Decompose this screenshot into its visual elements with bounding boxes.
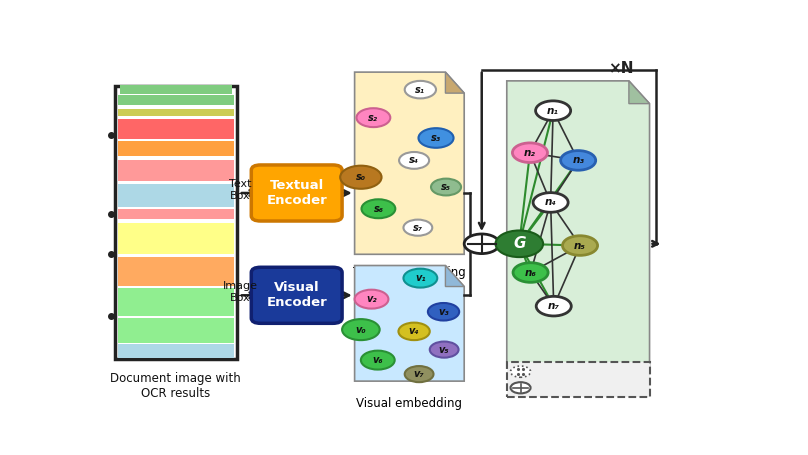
Circle shape (403, 268, 437, 288)
FancyBboxPatch shape (251, 267, 342, 324)
Text: v₆: v₆ (372, 355, 383, 365)
Text: ×N: ×N (608, 61, 633, 76)
Polygon shape (355, 266, 465, 381)
Circle shape (511, 366, 531, 377)
Polygon shape (629, 81, 650, 104)
Text: v₁: v₁ (415, 273, 426, 283)
Text: Text
Box: Text Box (229, 179, 251, 201)
FancyBboxPatch shape (120, 85, 232, 94)
Polygon shape (445, 266, 465, 287)
Text: s₅: s₅ (441, 182, 451, 192)
Text: s₆: s₆ (373, 204, 384, 214)
Text: Textual
Encoder: Textual Encoder (267, 179, 327, 207)
Circle shape (428, 303, 459, 320)
Text: n₇: n₇ (548, 301, 560, 311)
Text: v₅: v₅ (439, 344, 449, 354)
Text: s₁: s₁ (415, 85, 425, 95)
Text: n₃: n₃ (572, 156, 584, 166)
Text: Mask operation: Mask operation (537, 367, 623, 377)
FancyBboxPatch shape (118, 223, 234, 254)
FancyBboxPatch shape (118, 257, 234, 286)
Text: n₁: n₁ (547, 106, 559, 116)
FancyBboxPatch shape (118, 119, 234, 139)
Polygon shape (445, 72, 465, 93)
FancyBboxPatch shape (118, 109, 234, 116)
Circle shape (430, 342, 459, 358)
FancyBboxPatch shape (507, 362, 650, 397)
Circle shape (361, 351, 394, 369)
Circle shape (495, 231, 543, 257)
Circle shape (513, 263, 548, 282)
FancyBboxPatch shape (118, 95, 234, 106)
Circle shape (356, 108, 390, 127)
FancyBboxPatch shape (118, 142, 234, 156)
Polygon shape (507, 81, 650, 368)
Circle shape (512, 143, 548, 162)
Circle shape (405, 81, 436, 98)
Text: v₀: v₀ (356, 324, 366, 334)
Text: n₄: n₄ (545, 197, 557, 207)
FancyBboxPatch shape (120, 95, 232, 100)
FancyBboxPatch shape (115, 86, 237, 359)
Circle shape (464, 234, 499, 253)
FancyBboxPatch shape (118, 318, 234, 343)
Text: v₃: v₃ (438, 307, 448, 317)
Circle shape (561, 151, 595, 170)
Polygon shape (355, 72, 465, 254)
Text: s₃: s₃ (431, 133, 441, 143)
Text: n₆: n₆ (524, 268, 537, 278)
Circle shape (533, 192, 568, 212)
FancyBboxPatch shape (118, 288, 234, 316)
Text: G: G (513, 236, 525, 251)
Text: s₀: s₀ (356, 172, 366, 182)
Text: n₂: n₂ (524, 148, 536, 158)
FancyBboxPatch shape (251, 165, 342, 221)
FancyBboxPatch shape (118, 184, 234, 207)
Circle shape (405, 366, 434, 382)
FancyBboxPatch shape (118, 344, 234, 358)
Text: n₅: n₅ (574, 241, 586, 251)
Text: s₄: s₄ (409, 156, 419, 166)
FancyBboxPatch shape (118, 209, 234, 219)
Text: Visual
Encoder: Visual Encoder (267, 281, 327, 309)
Text: Gate fusion layer: Gate fusion layer (537, 383, 633, 393)
Circle shape (536, 101, 570, 121)
Circle shape (399, 152, 429, 169)
Text: v₄: v₄ (409, 326, 419, 336)
Text: Textual embedding: Textual embedding (353, 266, 465, 278)
Circle shape (431, 179, 461, 196)
Circle shape (537, 296, 571, 316)
Text: v₇: v₇ (414, 369, 424, 379)
Text: Visual embedding: Visual embedding (356, 397, 462, 410)
Circle shape (562, 236, 598, 255)
Circle shape (361, 199, 395, 218)
Circle shape (419, 128, 453, 148)
Text: Graph attention layer: Graph attention layer (514, 381, 642, 394)
Circle shape (511, 382, 531, 394)
Text: s₇: s₇ (413, 222, 423, 233)
Circle shape (342, 319, 380, 340)
Circle shape (398, 323, 430, 340)
Circle shape (355, 290, 389, 308)
FancyBboxPatch shape (118, 160, 234, 181)
Text: s₂: s₂ (368, 113, 378, 123)
Circle shape (340, 166, 381, 189)
Text: v₂: v₂ (366, 294, 377, 304)
Circle shape (403, 220, 432, 236)
Text: Image
Box: Image Box (222, 281, 258, 303)
Text: Document image with
OCR results: Document image with OCR results (111, 372, 242, 399)
